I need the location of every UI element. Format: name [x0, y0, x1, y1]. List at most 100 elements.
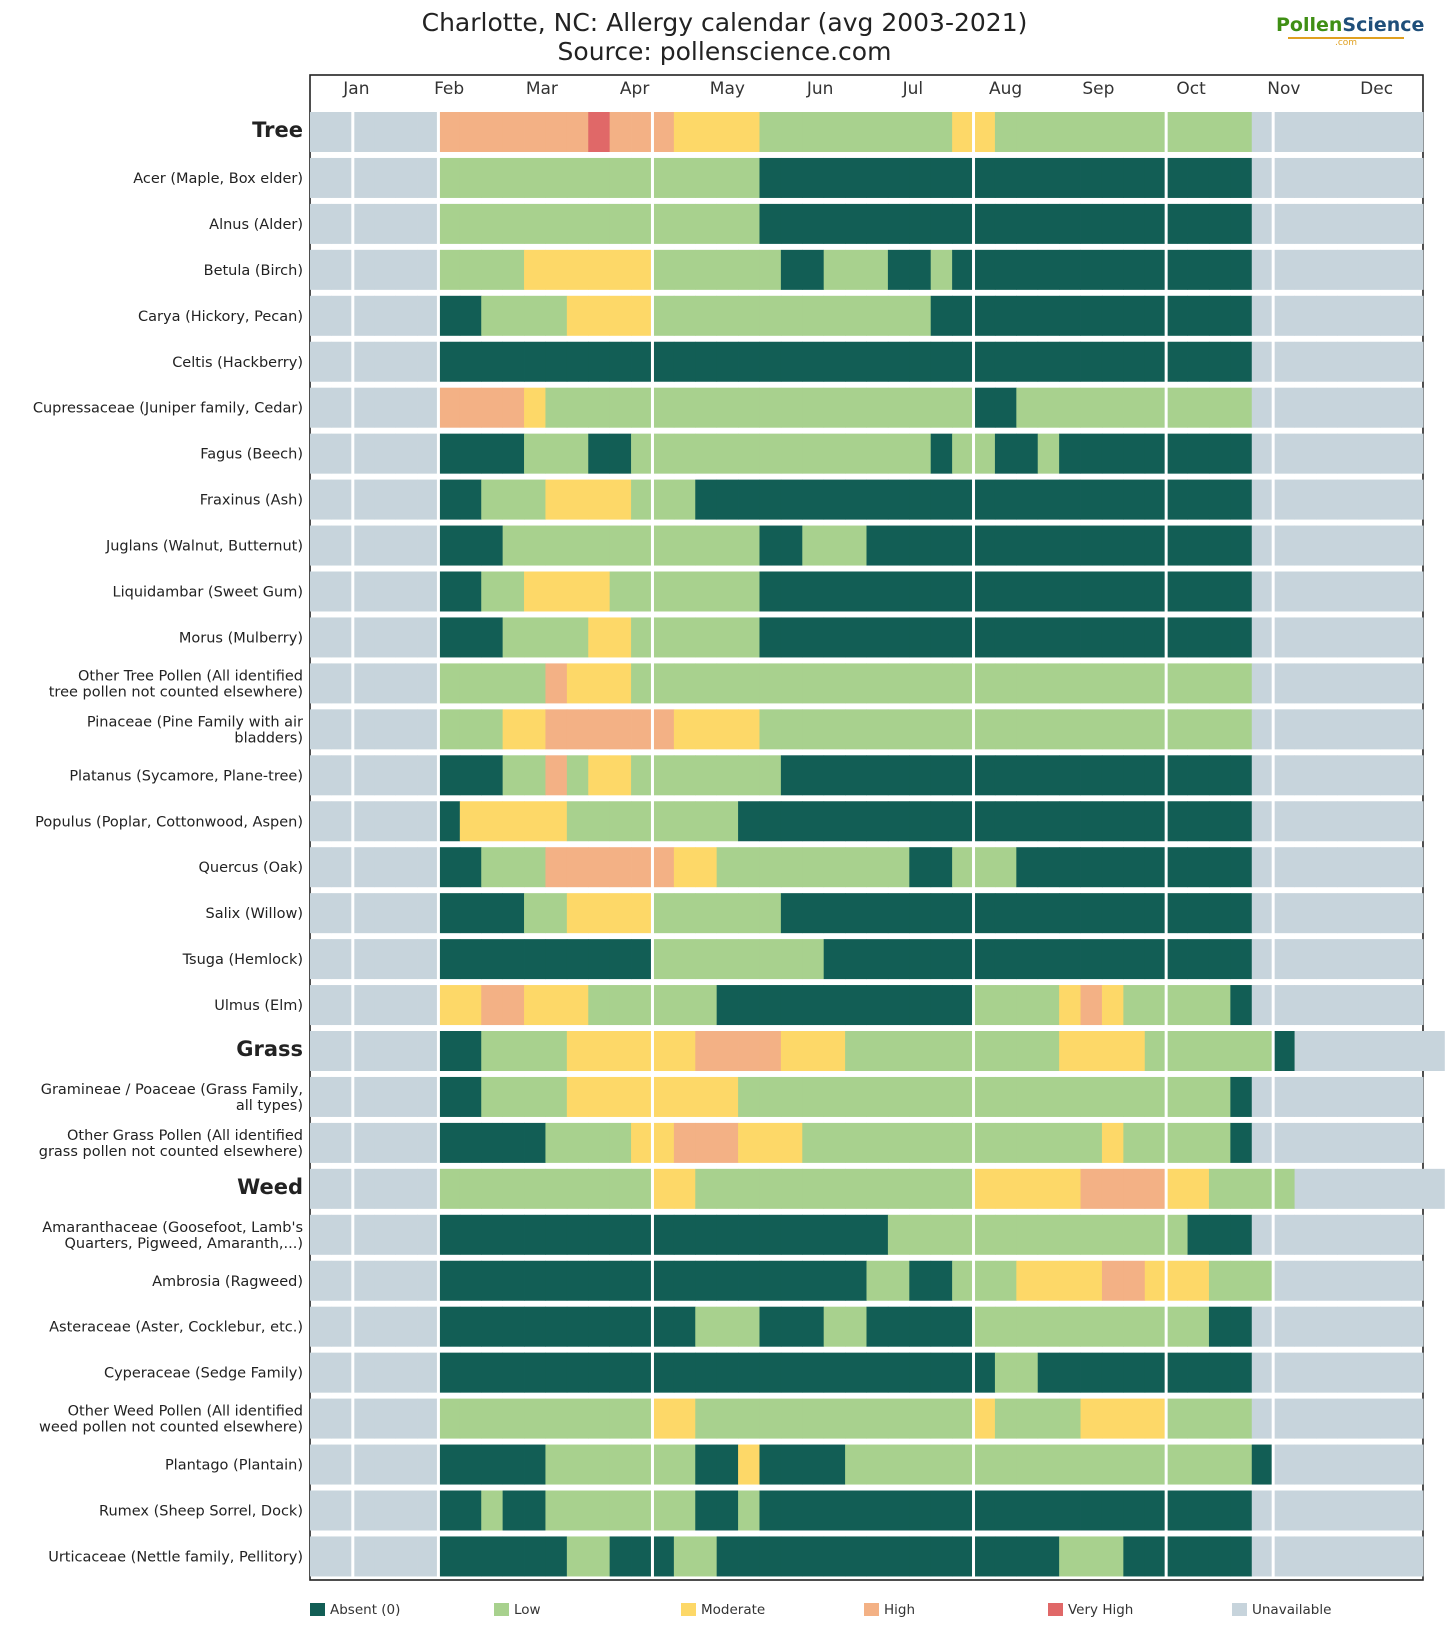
cell-tree-w3	[352, 112, 375, 152]
cell-other-grass-pollen-all-identified-grass-pollen-not-counted-elsewhere-w40	[1144, 1122, 1167, 1163]
cell-salix-willow-w10	[502, 893, 525, 934]
cell-carya-hickory-pecan-w27	[866, 295, 889, 336]
cell-liquidambar-sweet-gum-w51	[1380, 571, 1402, 612]
cell-other-grass-pollen-all-identified-grass-pollen-not-counted-elsewhere-w32	[973, 1122, 996, 1163]
cell-pinaceae-pine-family-with-air-bladders-w21	[738, 709, 760, 750]
cell-asteraceae-aster-cocklebur-etc-w17	[652, 1306, 675, 1347]
cell-morus-mulberry-w33	[994, 617, 1017, 658]
cell-platanus-sycamore-plane-tree-w32	[973, 755, 996, 796]
cell-rumex-sheep-sorrel-dock-w47	[1294, 1490, 1317, 1531]
cell-tree-w38	[1101, 112, 1124, 152]
cell-ambrosia-ragweed-w11	[524, 1260, 546, 1301]
cell-ambrosia-ragweed-w14	[588, 1260, 611, 1301]
cell-weed-w25	[823, 1168, 846, 1209]
cell-ambrosia-ragweed-w20	[716, 1260, 739, 1301]
cell-fagus-beech-w3	[352, 433, 375, 474]
cell-grass-w40	[1144, 1031, 1167, 1071]
cell-weed-w6	[417, 1168, 439, 1209]
cell-populus-poplar-cottonwood-aspen-w25	[823, 801, 846, 842]
cell-pinaceae-pine-family-with-air-bladders-w14	[588, 709, 611, 750]
logo-domain: .com	[1334, 38, 1358, 48]
row-label-celtis-hackberry: Celtis (Hackberry)	[172, 355, 303, 371]
cell-weed-w28	[887, 1168, 910, 1209]
cell-other-weed-pollen-all-identified-weed-pollen-not-counted-elsewhere-w22	[759, 1398, 782, 1439]
cell-gramineae-poaceae-grass-family-all-types-w49	[1337, 1076, 1360, 1117]
cell-rumex-sheep-sorrel-dock-w46	[1273, 1490, 1295, 1531]
cell-tsuga-hemlock-w16	[631, 939, 653, 980]
cell-other-tree-pollen-all-identified-tree-pollen-not-counted-elsewhere-w41	[1166, 663, 1188, 704]
cell-rumex-sheep-sorrel-dock-w28	[887, 1490, 910, 1531]
cell-celtis-hackberry-w9	[481, 341, 504, 382]
cell-salix-willow-w13	[566, 893, 589, 934]
cell-liquidambar-sweet-gum-w40	[1144, 571, 1167, 612]
cell-carya-hickory-pecan-w9	[481, 295, 504, 336]
cell-cupressaceae-juniper-family-cedar-w14	[588, 387, 611, 428]
cell-weed-w12	[545, 1168, 568, 1209]
cell-ulmus-elm-w20	[716, 985, 739, 1026]
cell-amaranthaceae-goosefoot-lamb-s-quarters-pigweed-amaranth-w34	[1016, 1214, 1039, 1255]
cell-juglans-walnut-butternut-w9	[481, 525, 504, 566]
cell-acer-maple-box-elder-w36	[1059, 157, 1081, 198]
cell-rumex-sheep-sorrel-dock-w25	[823, 1490, 846, 1531]
cell-carya-hickory-pecan-w5	[395, 295, 418, 336]
cell-fagus-beech-w41	[1166, 433, 1188, 474]
cell-other-grass-pollen-all-identified-grass-pollen-not-counted-elsewhere-w21	[738, 1122, 760, 1163]
logo-part2: Science	[1342, 14, 1425, 36]
cell-cupressaceae-juniper-family-cedar-w18	[673, 387, 696, 428]
cell-cupressaceae-juniper-family-cedar-w11	[524, 387, 546, 428]
cell-cupressaceae-juniper-family-cedar-w25	[823, 387, 846, 428]
cell-plantago-plantain-w35	[1037, 1444, 1060, 1485]
cell-carya-hickory-pecan-w48	[1315, 295, 1338, 336]
cell-tree-w43	[1208, 112, 1231, 152]
cell-cupressaceae-juniper-family-cedar-w5	[395, 387, 418, 428]
cell-other-weed-pollen-all-identified-weed-pollen-not-counted-elsewhere-w7	[438, 1398, 461, 1439]
cell-pinaceae-pine-family-with-air-bladders-w33	[994, 709, 1017, 750]
cell-acer-maple-box-elder-w40	[1144, 157, 1167, 198]
cell-quercus-oak-w3	[352, 847, 375, 888]
cell-platanus-sycamore-plane-tree-w19	[695, 755, 718, 796]
cell-tree-w47	[1294, 112, 1317, 152]
cell-ulmus-elm-w33	[994, 985, 1017, 1026]
cell-other-tree-pollen-all-identified-tree-pollen-not-counted-elsewhere-w11	[524, 663, 546, 704]
cell-alnus-alder-w1	[310, 203, 332, 244]
cell-ambrosia-ragweed-w29	[909, 1260, 932, 1301]
cell-tsuga-hemlock-w46	[1273, 939, 1295, 980]
cell-celtis-hackberry-w41	[1166, 341, 1188, 382]
cell-rumex-sheep-sorrel-dock-w18	[673, 1490, 696, 1531]
cell-other-tree-pollen-all-identified-tree-pollen-not-counted-elsewhere-w3	[352, 663, 375, 704]
row-cells-fagus-beech	[310, 433, 1424, 474]
cell-grass-w25	[823, 1031, 846, 1071]
cell-cyperaceae-sedge-family-w29	[909, 1352, 932, 1393]
cell-weed-w31	[952, 1168, 974, 1209]
cell-cyperaceae-sedge-family-w19	[695, 1352, 718, 1393]
row-label-salix-willow: Salix (Willow)	[206, 906, 304, 922]
cell-fraxinus-ash-w26	[845, 479, 867, 520]
cell-juglans-walnut-butternut-w5	[395, 525, 418, 566]
cell-fraxinus-ash-w47	[1294, 479, 1317, 520]
cell-ambrosia-ragweed-w15	[609, 1260, 632, 1301]
cell-amaranthaceae-goosefoot-lamb-s-quarters-pigweed-amaranth-w41	[1166, 1214, 1188, 1255]
cell-gramineae-poaceae-grass-family-all-types-w46	[1273, 1076, 1295, 1117]
cell-ulmus-elm-w22	[759, 985, 782, 1026]
cell-pinaceae-pine-family-with-air-bladders-w28	[887, 709, 910, 750]
cell-rumex-sheep-sorrel-dock-w32	[973, 1490, 996, 1531]
cell-rumex-sheep-sorrel-dock-w36	[1059, 1490, 1081, 1531]
cell-amaranthaceae-goosefoot-lamb-s-quarters-pigweed-amaranth-w28	[887, 1214, 910, 1255]
cell-amaranthaceae-goosefoot-lamb-s-quarters-pigweed-amaranth-w36	[1059, 1214, 1081, 1255]
cell-celtis-hackberry-w47	[1294, 341, 1317, 382]
cell-carya-hickory-pecan-w45	[1251, 295, 1274, 336]
cell-morus-mulberry-w38	[1101, 617, 1124, 658]
cell-urticaceae-nettle-family-pellitory-w7	[438, 1536, 461, 1577]
cell-fraxinus-ash-w18	[673, 479, 696, 520]
cell-acer-maple-box-elder-w7	[438, 157, 461, 198]
cell-liquidambar-sweet-gum-w25	[823, 571, 846, 612]
cell-asteraceae-aster-cocklebur-etc-w50	[1358, 1306, 1381, 1347]
month-label-oct: Oct	[1176, 79, 1206, 99]
cell-platanus-sycamore-plane-tree-w8	[459, 755, 482, 796]
row-cells-cupressaceae-juniper-family-cedar	[310, 387, 1424, 428]
cell-other-grass-pollen-all-identified-grass-pollen-not-counted-elsewhere-w17	[652, 1122, 675, 1163]
cell-alnus-alder-w48	[1315, 203, 1338, 244]
row-cells-plantago-plantain	[310, 1444, 1424, 1485]
cell-alnus-alder-w13	[566, 203, 589, 244]
cell-grass-w19	[695, 1031, 718, 1071]
